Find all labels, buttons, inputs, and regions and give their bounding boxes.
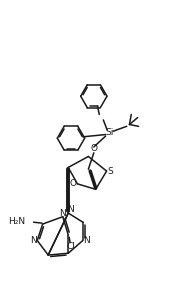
Text: Cl: Cl bbox=[67, 242, 75, 251]
Text: S: S bbox=[108, 166, 114, 175]
Text: Si: Si bbox=[105, 128, 114, 137]
Text: N: N bbox=[59, 209, 66, 218]
Text: O: O bbox=[70, 179, 77, 188]
Text: O: O bbox=[90, 144, 97, 153]
Text: H₂N: H₂N bbox=[9, 217, 26, 226]
Text: N: N bbox=[67, 205, 74, 214]
Text: N: N bbox=[30, 236, 37, 245]
Text: N: N bbox=[84, 236, 90, 245]
